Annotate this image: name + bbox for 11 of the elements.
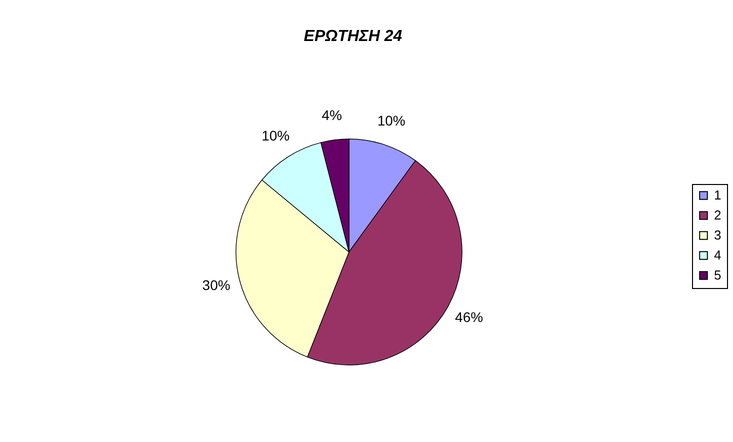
legend-label: 5 (714, 268, 722, 282)
data-label: 10% (377, 112, 406, 129)
legend-label: 2 (714, 208, 722, 222)
legend-label: 3 (714, 228, 722, 242)
legend-label: 1 (714, 188, 722, 202)
data-label: 46% (455, 309, 484, 325)
data-label: 10% (262, 127, 290, 144)
data-label: 4% (322, 107, 342, 124)
chart-title: ΕΡΩΤΗΣΗ 24 (304, 28, 402, 45)
legend-label: 4 (714, 248, 722, 262)
data-label: 30% (202, 277, 230, 294)
